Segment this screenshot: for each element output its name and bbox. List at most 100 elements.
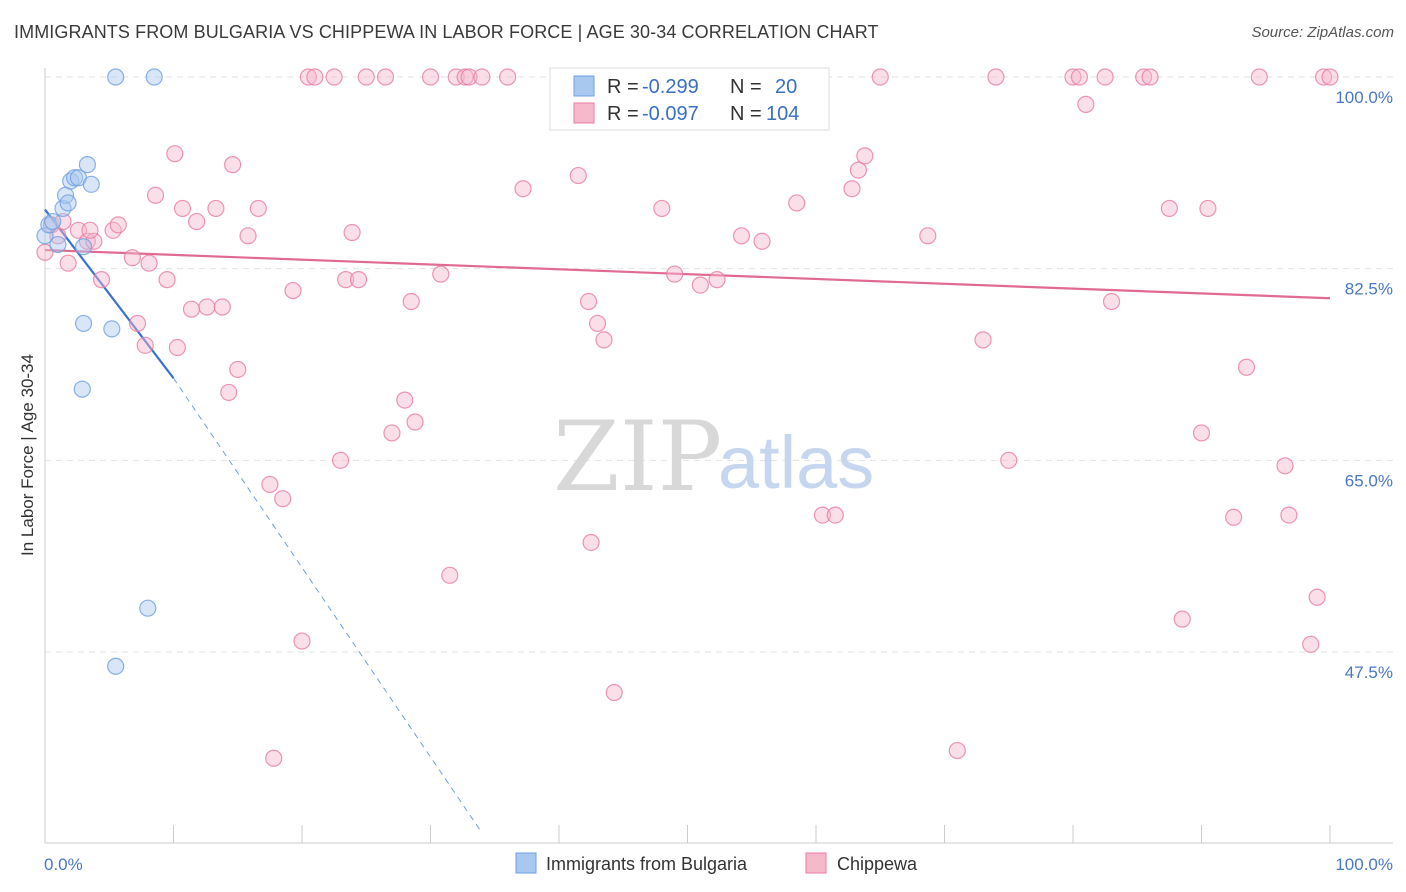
gridlines xyxy=(45,76,1393,653)
watermark: ZIP atlas xyxy=(553,401,874,513)
point-chippewa-70 xyxy=(788,194,806,212)
point-chippewa-12 xyxy=(128,314,147,333)
point-chippewa-17 xyxy=(166,145,184,163)
point-chippewa-64 xyxy=(666,265,684,283)
point-chippewa-43 xyxy=(376,68,395,86)
point-chippewa-94 xyxy=(1225,508,1243,526)
point-chippewa-37 xyxy=(325,68,343,86)
point-chippewa-62 xyxy=(605,683,623,702)
point-chippewa-87 xyxy=(1102,292,1121,311)
point-chippewa-97 xyxy=(1276,457,1294,475)
point-chippewa-89 xyxy=(1141,68,1159,86)
point-chippewa-83 xyxy=(1064,68,1082,86)
point-chippewa-8 xyxy=(92,271,111,289)
point-chippewa-61 xyxy=(595,331,613,349)
point-chippewa-68 xyxy=(732,227,751,245)
point-chippewa-19 xyxy=(173,199,192,218)
point-chippewa-85 xyxy=(1077,95,1095,113)
point-chippewa-18 xyxy=(168,338,186,357)
x-tick-label-max: 100.0% xyxy=(1335,855,1393,874)
point-chippewa-16 xyxy=(158,271,176,289)
point-bulgaria-8 xyxy=(65,169,84,187)
point-chippewa-54 xyxy=(473,68,491,86)
y-tick-labels: 100.0% 82.5% 65.0% 47.5% xyxy=(1335,88,1393,682)
point-chippewa-42 xyxy=(357,68,375,86)
legend-swatch-bulgaria xyxy=(573,75,595,97)
point-chippewa-100 xyxy=(1308,588,1326,606)
point-chippewa-20 xyxy=(188,212,206,231)
source-credit: Source: ZipAtlas.com xyxy=(1251,24,1394,41)
point-bulgaria-10 xyxy=(74,238,93,256)
y-tick-label-3: 47.5% xyxy=(1345,663,1393,682)
point-chippewa-21 xyxy=(182,300,201,318)
point-chippewa-41 xyxy=(349,271,368,289)
point-chippewa-60 xyxy=(588,314,607,333)
legend-r-value-bulgaria: -0.299 xyxy=(642,76,699,98)
point-bulgaria-11 xyxy=(78,156,97,174)
point-chippewa-63 xyxy=(653,199,671,218)
legend-n-value-bulgaria: 20 xyxy=(775,76,797,98)
legend-n-label-chippewa: N = xyxy=(730,103,762,125)
point-chippewa-80 xyxy=(974,331,992,349)
point-chippewa-92 xyxy=(1192,424,1211,442)
trend-lines xyxy=(44,208,1331,833)
y-axis-title: In Labor Force | Age 30-34 xyxy=(18,354,37,556)
point-chippewa-73 xyxy=(826,506,844,524)
point-chippewa-22 xyxy=(198,298,216,316)
axes xyxy=(44,68,1393,844)
legend-box xyxy=(549,67,830,131)
point-chippewa-24 xyxy=(213,298,231,316)
trend-line-extension-0 xyxy=(173,377,483,833)
point-bulgaria-0 xyxy=(36,227,54,245)
chart-title: IMMIGRANTS FROM BULGARIA VS CHIPPEWA IN … xyxy=(14,22,879,42)
point-chippewa-82 xyxy=(1000,451,1018,469)
point-chippewa-15 xyxy=(146,186,165,204)
point-bulgaria-16 xyxy=(73,380,91,398)
point-bulgaria-14 xyxy=(145,68,163,86)
point-chippewa-23 xyxy=(207,199,225,218)
point-chippewa-27 xyxy=(229,360,247,379)
point-chippewa-102 xyxy=(1321,68,1339,86)
legend-r-label-bulgaria: R = xyxy=(607,76,639,98)
point-chippewa-91 xyxy=(1173,610,1191,628)
series-legend-swatch-bulgaria xyxy=(515,852,537,874)
point-chippewa-67 xyxy=(708,271,726,289)
point-chippewa-33 xyxy=(284,281,302,300)
point-chippewa-46 xyxy=(406,413,424,431)
point-chippewa-45 xyxy=(396,391,414,409)
point-chippewa-36 xyxy=(306,68,324,86)
trend-line-1 xyxy=(44,248,1331,300)
point-chippewa-44 xyxy=(383,424,401,442)
point-chippewa-32 xyxy=(274,490,292,508)
point-chippewa-38 xyxy=(331,451,350,469)
point-bulgaria-3 xyxy=(49,235,67,254)
point-chippewa-13 xyxy=(136,336,154,354)
point-chippewa-103 xyxy=(81,221,99,239)
point-chippewa-48 xyxy=(421,68,440,86)
point-chippewa-31 xyxy=(265,749,283,767)
series-legend-label-bulgaria: Immigrants from Bulgaria xyxy=(546,854,748,874)
point-chippewa-51 xyxy=(447,68,465,86)
point-bulgaria-17 xyxy=(103,320,121,338)
point-bulgaria-15 xyxy=(74,314,93,333)
point-chippewa-7 xyxy=(85,232,103,250)
point-chippewa-39 xyxy=(337,271,355,289)
point-chippewa-84 xyxy=(1070,68,1089,86)
legend-n-value-chippewa: 104 xyxy=(766,103,799,125)
y-tick-label-2: 65.0% xyxy=(1345,471,1393,490)
point-chippewa-76 xyxy=(856,147,874,165)
point-chippewa-53 xyxy=(460,68,478,86)
point-chippewa-11 xyxy=(123,249,141,267)
point-bulgaria-13 xyxy=(107,68,125,86)
watermark-zip: ZIP xyxy=(553,401,722,513)
point-chippewa-29 xyxy=(249,199,267,218)
point-bulgaria-2 xyxy=(44,212,62,231)
point-chippewa-75 xyxy=(849,161,868,179)
point-chippewa-58 xyxy=(579,292,598,311)
correlation-legend: R = -0.299 N = 20 R = -0.097 N = 104 xyxy=(549,67,830,131)
point-chippewa-28 xyxy=(239,227,257,245)
point-chippewa-14 xyxy=(140,254,158,272)
point-chippewa-47 xyxy=(402,292,420,311)
data-points xyxy=(36,68,1339,767)
